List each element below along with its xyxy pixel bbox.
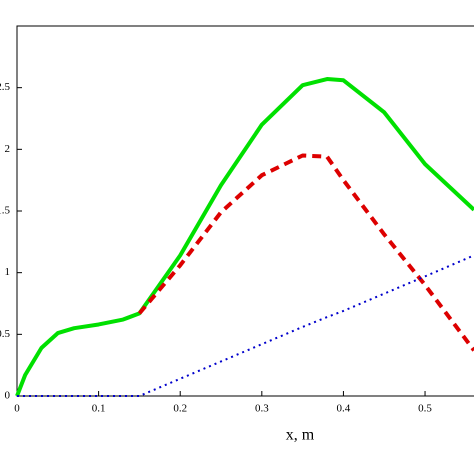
x-tick-label: 0 — [14, 403, 20, 415]
y-tick-label: 0.5 — [0, 328, 11, 340]
y-tick-label: 1 — [5, 266, 11, 278]
x-tick-label: 0.4 — [337, 403, 351, 415]
y-tick-label: 2.5 — [0, 81, 11, 93]
y-tick-label: 2 — [5, 143, 11, 155]
y-tick-label: 1.5 — [0, 205, 11, 217]
y-tick-label: 0 — [5, 390, 11, 402]
x-tick-label: 0.1 — [92, 403, 106, 415]
x-tick-label: 0.2 — [173, 403, 187, 415]
x-axis-title: x, m — [286, 427, 315, 444]
series-line — [15, 77, 474, 397]
x-tick-label: 0.5 — [418, 403, 432, 415]
series-line — [137, 153, 474, 352]
plot-frame — [16, 25, 474, 397]
x-tick-label: 0.3 — [255, 403, 269, 415]
